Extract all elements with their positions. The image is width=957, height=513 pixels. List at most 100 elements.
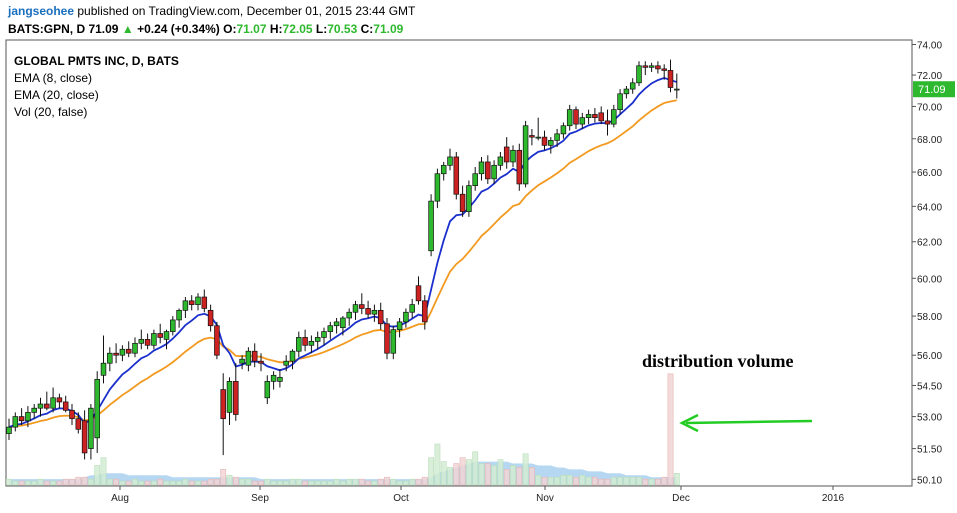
volume-bar bbox=[144, 480, 151, 486]
candle-body bbox=[485, 161, 491, 180]
candle-body bbox=[428, 200, 434, 252]
low-label: L: bbox=[315, 22, 328, 36]
candle-body bbox=[201, 296, 208, 309]
volume-bar bbox=[182, 478, 189, 486]
candle-body bbox=[667, 70, 674, 88]
volume-bar bbox=[251, 480, 258, 486]
candle-body bbox=[37, 403, 44, 409]
volume-bar bbox=[24, 480, 31, 486]
volume-bar bbox=[428, 457, 434, 486]
volume-bar bbox=[339, 480, 346, 486]
volume-bar bbox=[157, 478, 164, 486]
volume-bar bbox=[604, 478, 611, 486]
y-tick-label: 50.10 bbox=[917, 475, 942, 486]
candle-body bbox=[88, 407, 94, 449]
candle-body bbox=[176, 309, 182, 321]
candle-body bbox=[226, 381, 233, 413]
volume-bar bbox=[377, 478, 384, 486]
candle-body bbox=[270, 374, 277, 382]
candle-body bbox=[50, 397, 56, 409]
candle-body bbox=[573, 109, 579, 125]
quote-symbol: BATS:GPN, D bbox=[8, 22, 86, 36]
volume-bar bbox=[390, 478, 397, 486]
volume-bar bbox=[648, 478, 655, 486]
legend-ema20[interactable]: EMA (20, close) bbox=[14, 88, 99, 102]
candle-body bbox=[132, 342, 138, 354]
high-value: 72.05 bbox=[282, 22, 313, 36]
candle-body bbox=[541, 136, 548, 146]
ema8-line bbox=[8, 77, 678, 428]
volume-bar bbox=[302, 480, 308, 486]
y-tick-label: 58.00 bbox=[917, 312, 942, 323]
candle-body bbox=[12, 416, 19, 428]
volume-bar bbox=[31, 480, 38, 486]
volume-bar bbox=[447, 467, 453, 486]
candle-body bbox=[81, 420, 88, 454]
volume-bar bbox=[610, 476, 617, 486]
volume-bar bbox=[528, 467, 535, 486]
candle-body bbox=[629, 82, 636, 90]
candle-body bbox=[617, 93, 623, 110]
candle-body bbox=[258, 360, 264, 364]
candle-body bbox=[119, 348, 126, 356]
legend-ema8[interactable]: EMA (8, close) bbox=[14, 71, 93, 85]
volume-bar bbox=[629, 476, 636, 486]
x-tick-label: 2016 bbox=[822, 493, 845, 504]
volume-ma-area bbox=[9, 461, 677, 485]
y-tick-label: 72.00 bbox=[917, 71, 942, 82]
volume-bar bbox=[434, 443, 441, 486]
volume-bar bbox=[125, 480, 132, 486]
volume-bar bbox=[270, 480, 277, 486]
volume-bar bbox=[371, 480, 378, 486]
x-tick-label: Aug bbox=[111, 493, 129, 504]
y-tick-label: 54.50 bbox=[917, 381, 942, 392]
candle-body bbox=[466, 185, 472, 212]
candle-body bbox=[415, 285, 422, 302]
volume-bar bbox=[50, 480, 56, 486]
volume-bar bbox=[321, 480, 327, 486]
candle-body bbox=[75, 418, 82, 430]
volume-bar bbox=[276, 480, 283, 486]
volume-bar bbox=[415, 478, 422, 486]
candle-body bbox=[434, 173, 441, 202]
candle-body bbox=[188, 300, 195, 305]
author-link[interactable]: jangseohee bbox=[8, 4, 75, 18]
candle-body bbox=[611, 109, 617, 125]
candle-body bbox=[314, 337, 321, 342]
x-tick-label: Nov bbox=[536, 493, 554, 504]
volume-bar bbox=[497, 459, 504, 486]
candle-body bbox=[566, 109, 573, 127]
volume-bar bbox=[421, 476, 428, 486]
close-label: C: bbox=[360, 22, 374, 36]
volume-bar bbox=[554, 476, 560, 486]
candle-body bbox=[170, 319, 176, 332]
volume-bar bbox=[535, 474, 542, 486]
candle-body bbox=[377, 309, 384, 325]
volume-bar bbox=[188, 480, 195, 486]
volume-bar bbox=[12, 480, 19, 486]
legend-volume[interactable]: Vol (20, false) bbox=[14, 105, 88, 119]
candle-body bbox=[447, 156, 453, 166]
published-text: published on TradingView.com, December 0… bbox=[77, 4, 416, 18]
volume-bar bbox=[598, 478, 605, 486]
candle-body bbox=[182, 300, 189, 311]
candle-body bbox=[390, 329, 397, 354]
volume-bar bbox=[573, 476, 579, 486]
volume-bar bbox=[56, 480, 63, 486]
candle-body bbox=[648, 65, 655, 68]
candle-body bbox=[327, 325, 334, 332]
candle-body bbox=[459, 193, 466, 212]
candle-body bbox=[579, 117, 586, 125]
volume-bar bbox=[673, 472, 680, 486]
up-triangle-icon: ▲ bbox=[121, 22, 134, 36]
volume-bar bbox=[579, 474, 586, 486]
volume-bar bbox=[94, 465, 101, 486]
volume-bar bbox=[478, 463, 485, 486]
candle-body bbox=[510, 149, 516, 163]
candle-body bbox=[239, 358, 245, 364]
annotation-arrow-head bbox=[679, 413, 699, 433]
quote-line: BATS:GPN, D 71.09 ▲ +0.24 (+0.34%) O:71.… bbox=[8, 21, 403, 37]
candle-body bbox=[522, 125, 529, 185]
annotation-arrow-shaft bbox=[685, 419, 813, 425]
